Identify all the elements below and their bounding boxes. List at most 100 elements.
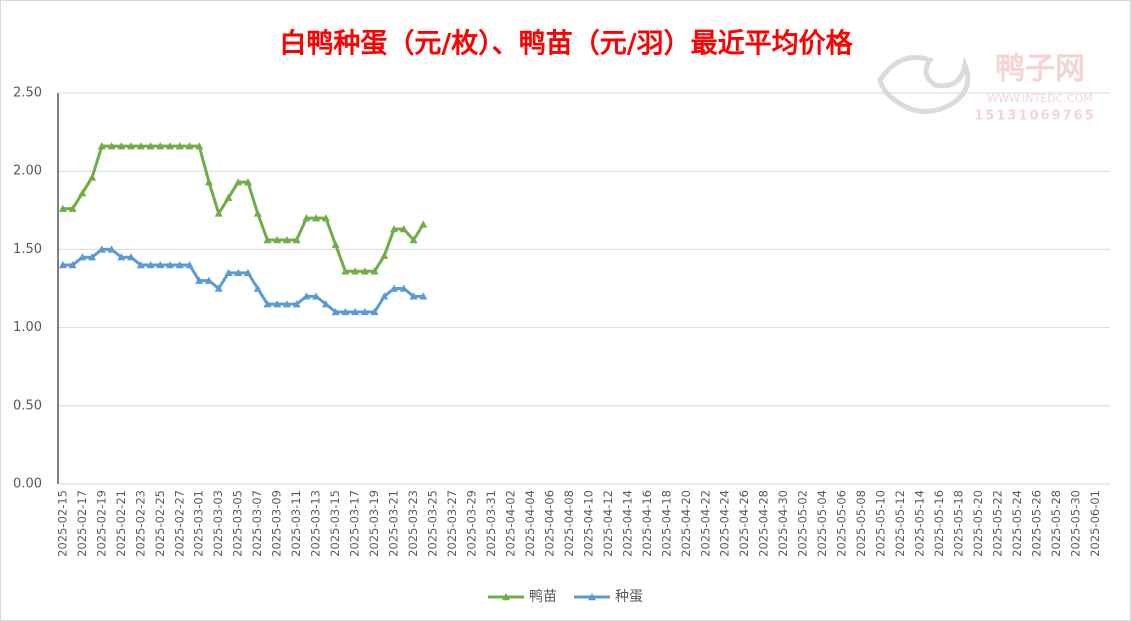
x-tick-label: 2025-02-19: [94, 490, 108, 557]
point-marker: [195, 276, 204, 284]
x-tick-label: 2025-02-25: [153, 490, 167, 557]
point-marker: [146, 261, 155, 269]
x-tick-label: 2025-02-17: [75, 490, 89, 557]
legend-label: 种蛋: [615, 589, 643, 605]
point-marker: [204, 276, 213, 284]
point-marker: [399, 225, 408, 233]
x-tick-label: 2025-03-05: [231, 490, 245, 557]
x-tick-label: 2025-04-28: [757, 490, 771, 557]
point-marker: [107, 245, 116, 253]
x-tick-label: 2025-05-02: [796, 490, 810, 557]
point-marker: [390, 225, 399, 233]
x-tick-label: 2025-05-04: [815, 490, 829, 557]
point-marker: [127, 253, 136, 261]
point-marker: [156, 261, 165, 269]
point-marker: [166, 142, 175, 150]
x-tick-label: 2025-03-09: [270, 490, 284, 557]
x-tick-label: 2025-02-15: [55, 490, 69, 557]
point-marker: [175, 142, 184, 150]
point-marker: [97, 142, 106, 150]
x-tick-label: 2025-05-20: [971, 490, 985, 557]
x-tick-label: 2025-05-22: [990, 490, 1004, 557]
point-marker: [390, 284, 399, 292]
x-tick-label: 2025-03-25: [426, 490, 440, 557]
y-tick-label: 1.00: [13, 320, 42, 335]
point-marker: [58, 204, 67, 212]
y-tick-label: 2.50: [13, 86, 42, 101]
x-tick-label: 2025-03-13: [309, 490, 323, 557]
x-tick-label: 2025-04-16: [640, 490, 654, 557]
x-tick-label: 2025-02-27: [172, 490, 186, 557]
point-marker: [419, 292, 428, 300]
x-tick-label: 2025-04-20: [679, 490, 693, 557]
point-marker: [321, 214, 330, 222]
x-tick-label: 2025-04-08: [562, 490, 576, 557]
point-marker: [68, 261, 77, 269]
x-tick-label: 2025-03-21: [387, 490, 401, 557]
point-marker: [370, 267, 379, 275]
x-tick-label: 2025-04-24: [718, 490, 732, 557]
x-tick-label: 2025-05-18: [952, 490, 966, 557]
x-tick-label: 2025-05-30: [1068, 490, 1082, 557]
point-marker: [214, 284, 223, 292]
y-tick-label: 1.50: [13, 242, 42, 257]
point-marker: [341, 267, 350, 275]
point-marker: [312, 292, 321, 300]
watermark: 鸭子网 WWW.INTEDC.COM 15131069765: [877, 52, 1094, 124]
point-marker: [302, 214, 311, 222]
x-tick-label: 2025-05-24: [1010, 490, 1024, 557]
point-marker: [146, 142, 155, 150]
x-tick-label: 2025-04-04: [523, 490, 537, 557]
point-marker: [360, 267, 369, 275]
point-marker: [107, 142, 116, 150]
x-tick-label: 2025-05-28: [1049, 490, 1063, 557]
legend-marker: [502, 593, 510, 601]
point-marker: [214, 209, 223, 217]
point-marker: [224, 193, 233, 201]
point-marker: [399, 284, 408, 292]
point-marker: [243, 268, 252, 277]
point-marker: [117, 142, 126, 150]
point-marker: [321, 300, 330, 308]
point-marker: [58, 261, 67, 269]
point-marker: [234, 178, 243, 186]
point-marker: [380, 292, 389, 300]
point-marker: [409, 236, 418, 244]
x-tick-label: 2025-03-27: [445, 490, 459, 557]
point-marker: [331, 240, 340, 248]
x-tick-label: 2025-03-23: [406, 490, 420, 557]
x-tick-label: 2025-06-01: [1088, 490, 1102, 557]
legend-marker: [588, 593, 596, 601]
watermark-url: WWW.INTEDC.COM: [987, 92, 1092, 105]
x-tick-label: 2025-04-10: [581, 490, 595, 557]
x-tick-label: 2025-03-01: [192, 490, 206, 557]
point-marker: [409, 292, 418, 300]
point-marker: [185, 261, 194, 269]
x-tick-label: 2025-05-06: [835, 490, 849, 557]
point-marker: [341, 307, 350, 316]
point-marker: [263, 236, 272, 244]
x-tick-label: 2025-04-06: [542, 490, 556, 557]
x-tick-label: 2025-03-19: [367, 490, 381, 557]
x-tick-label: 2025-03-17: [348, 490, 362, 557]
chart-title: 白鸭种蛋（元/枚）、鸭苗（元/羽）最近平均价格: [279, 28, 853, 60]
point-marker: [136, 261, 145, 269]
point-marker: [78, 189, 87, 197]
x-tick-label: 2025-04-26: [737, 490, 751, 557]
x-tick-label: 2025-03-07: [250, 490, 264, 557]
point-marker: [88, 253, 97, 261]
point-marker: [253, 209, 262, 217]
point-marker: [166, 261, 175, 269]
point-marker: [78, 253, 87, 261]
x-tick-label: 2025-04-22: [698, 490, 712, 557]
point-marker: [234, 268, 243, 277]
point-marker: [302, 292, 311, 300]
x-tick-label: 2025-05-26: [1029, 490, 1043, 557]
x-tick-label: 2025-03-15: [328, 490, 342, 557]
point-marker: [136, 142, 145, 150]
point-marker: [253, 284, 262, 292]
x-tick-label: 2025-05-10: [874, 490, 888, 557]
x-tick-label: 2025-05-08: [854, 490, 868, 557]
point-marker: [273, 236, 282, 244]
